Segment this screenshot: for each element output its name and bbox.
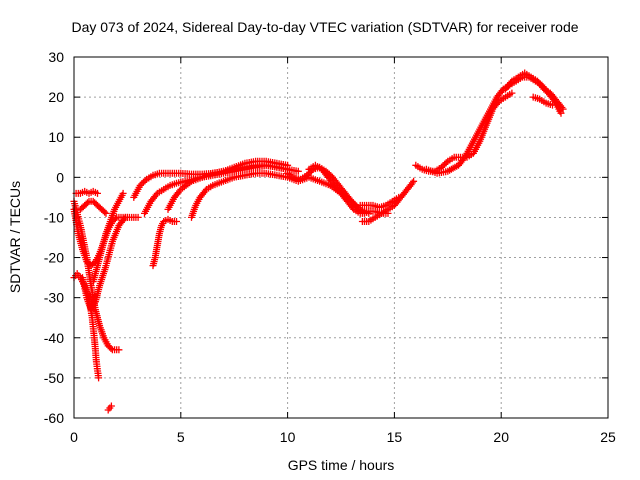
data-point (107, 345, 115, 352)
chart-title: Day 073 of 2024, Sidereal Day-to-day VTE… (71, 19, 578, 35)
data-point (508, 89, 516, 97)
x-tick-label: 25 (600, 429, 616, 445)
data-point (460, 155, 468, 163)
x-tick-label: 10 (280, 429, 296, 445)
data-point (306, 168, 314, 176)
data-point (349, 204, 356, 212)
data-point (134, 213, 142, 221)
axis-ticks (73, 56, 609, 419)
series-arc-21 (502, 69, 567, 113)
data-point (173, 218, 180, 225)
data-point (95, 374, 103, 382)
data-point (120, 215, 128, 223)
data-point (84, 199, 91, 207)
data-point (559, 105, 567, 113)
data-point (152, 191, 160, 199)
data-point (101, 208, 109, 216)
y-tick-label: 10 (48, 129, 64, 145)
data-point (102, 209, 110, 217)
data-point (94, 189, 101, 197)
y-tick-label: -10 (44, 209, 64, 225)
data-point (395, 193, 403, 201)
data-point (201, 187, 209, 195)
data-point (294, 167, 302, 175)
data-point (557, 109, 565, 117)
series-arc-08 (104, 402, 115, 414)
data-point (442, 159, 450, 167)
series-arc-17 (356, 193, 403, 211)
y-tick-label: -60 (44, 410, 64, 426)
series-arc-07 (89, 189, 127, 286)
x-axis-label: GPS time / hours (288, 457, 395, 473)
tick-labels: 0 5 10 15 20 25 30 20 10 0 -10 -20 -30 -40 -50 -60 (44, 49, 616, 445)
data-point (384, 209, 392, 217)
y-tick-label: 20 (48, 89, 64, 105)
series-arc-22 (529, 93, 556, 109)
y-tick-label: -50 (44, 370, 64, 386)
data-point (507, 79, 515, 87)
series-arc-09 (149, 215, 180, 270)
data-point (558, 104, 566, 111)
data-point (303, 171, 311, 179)
data-point (115, 346, 123, 354)
data-point (141, 177, 149, 185)
series-arc-13 (164, 157, 292, 213)
data-point (441, 160, 449, 168)
plot-frame (73, 56, 609, 419)
data-point (139, 178, 147, 186)
series-arc-05 (72, 187, 101, 197)
series-arc-04 (79, 213, 142, 314)
series-arc-15 (305, 161, 364, 217)
data-point (107, 402, 115, 410)
grid-lines (74, 57, 608, 418)
series-arc-06 (76, 197, 110, 217)
data-point (549, 101, 556, 109)
y-tick-label: 30 (48, 49, 64, 65)
data-point (408, 179, 416, 187)
y-tick-label: 0 (56, 169, 64, 185)
y-tick-label: -20 (44, 250, 64, 266)
x-tick-label: 0 (70, 429, 78, 445)
y-axis-label: SDTVAR / TECUs (7, 181, 23, 293)
data-point (410, 177, 418, 185)
x-tick-label: 15 (387, 429, 403, 445)
data-point (439, 162, 447, 170)
series-arc-18 (358, 207, 392, 217)
data-point (284, 161, 292, 169)
data-point (176, 187, 183, 195)
data-point (119, 189, 127, 197)
data-point (136, 181, 144, 189)
y-tick-label: -40 (44, 330, 64, 346)
y-tick-label: -30 (44, 290, 64, 306)
x-tick-label: 20 (493, 429, 509, 445)
data-points (70, 69, 567, 414)
x-tick-label: 5 (177, 429, 185, 445)
data-point (138, 180, 146, 188)
